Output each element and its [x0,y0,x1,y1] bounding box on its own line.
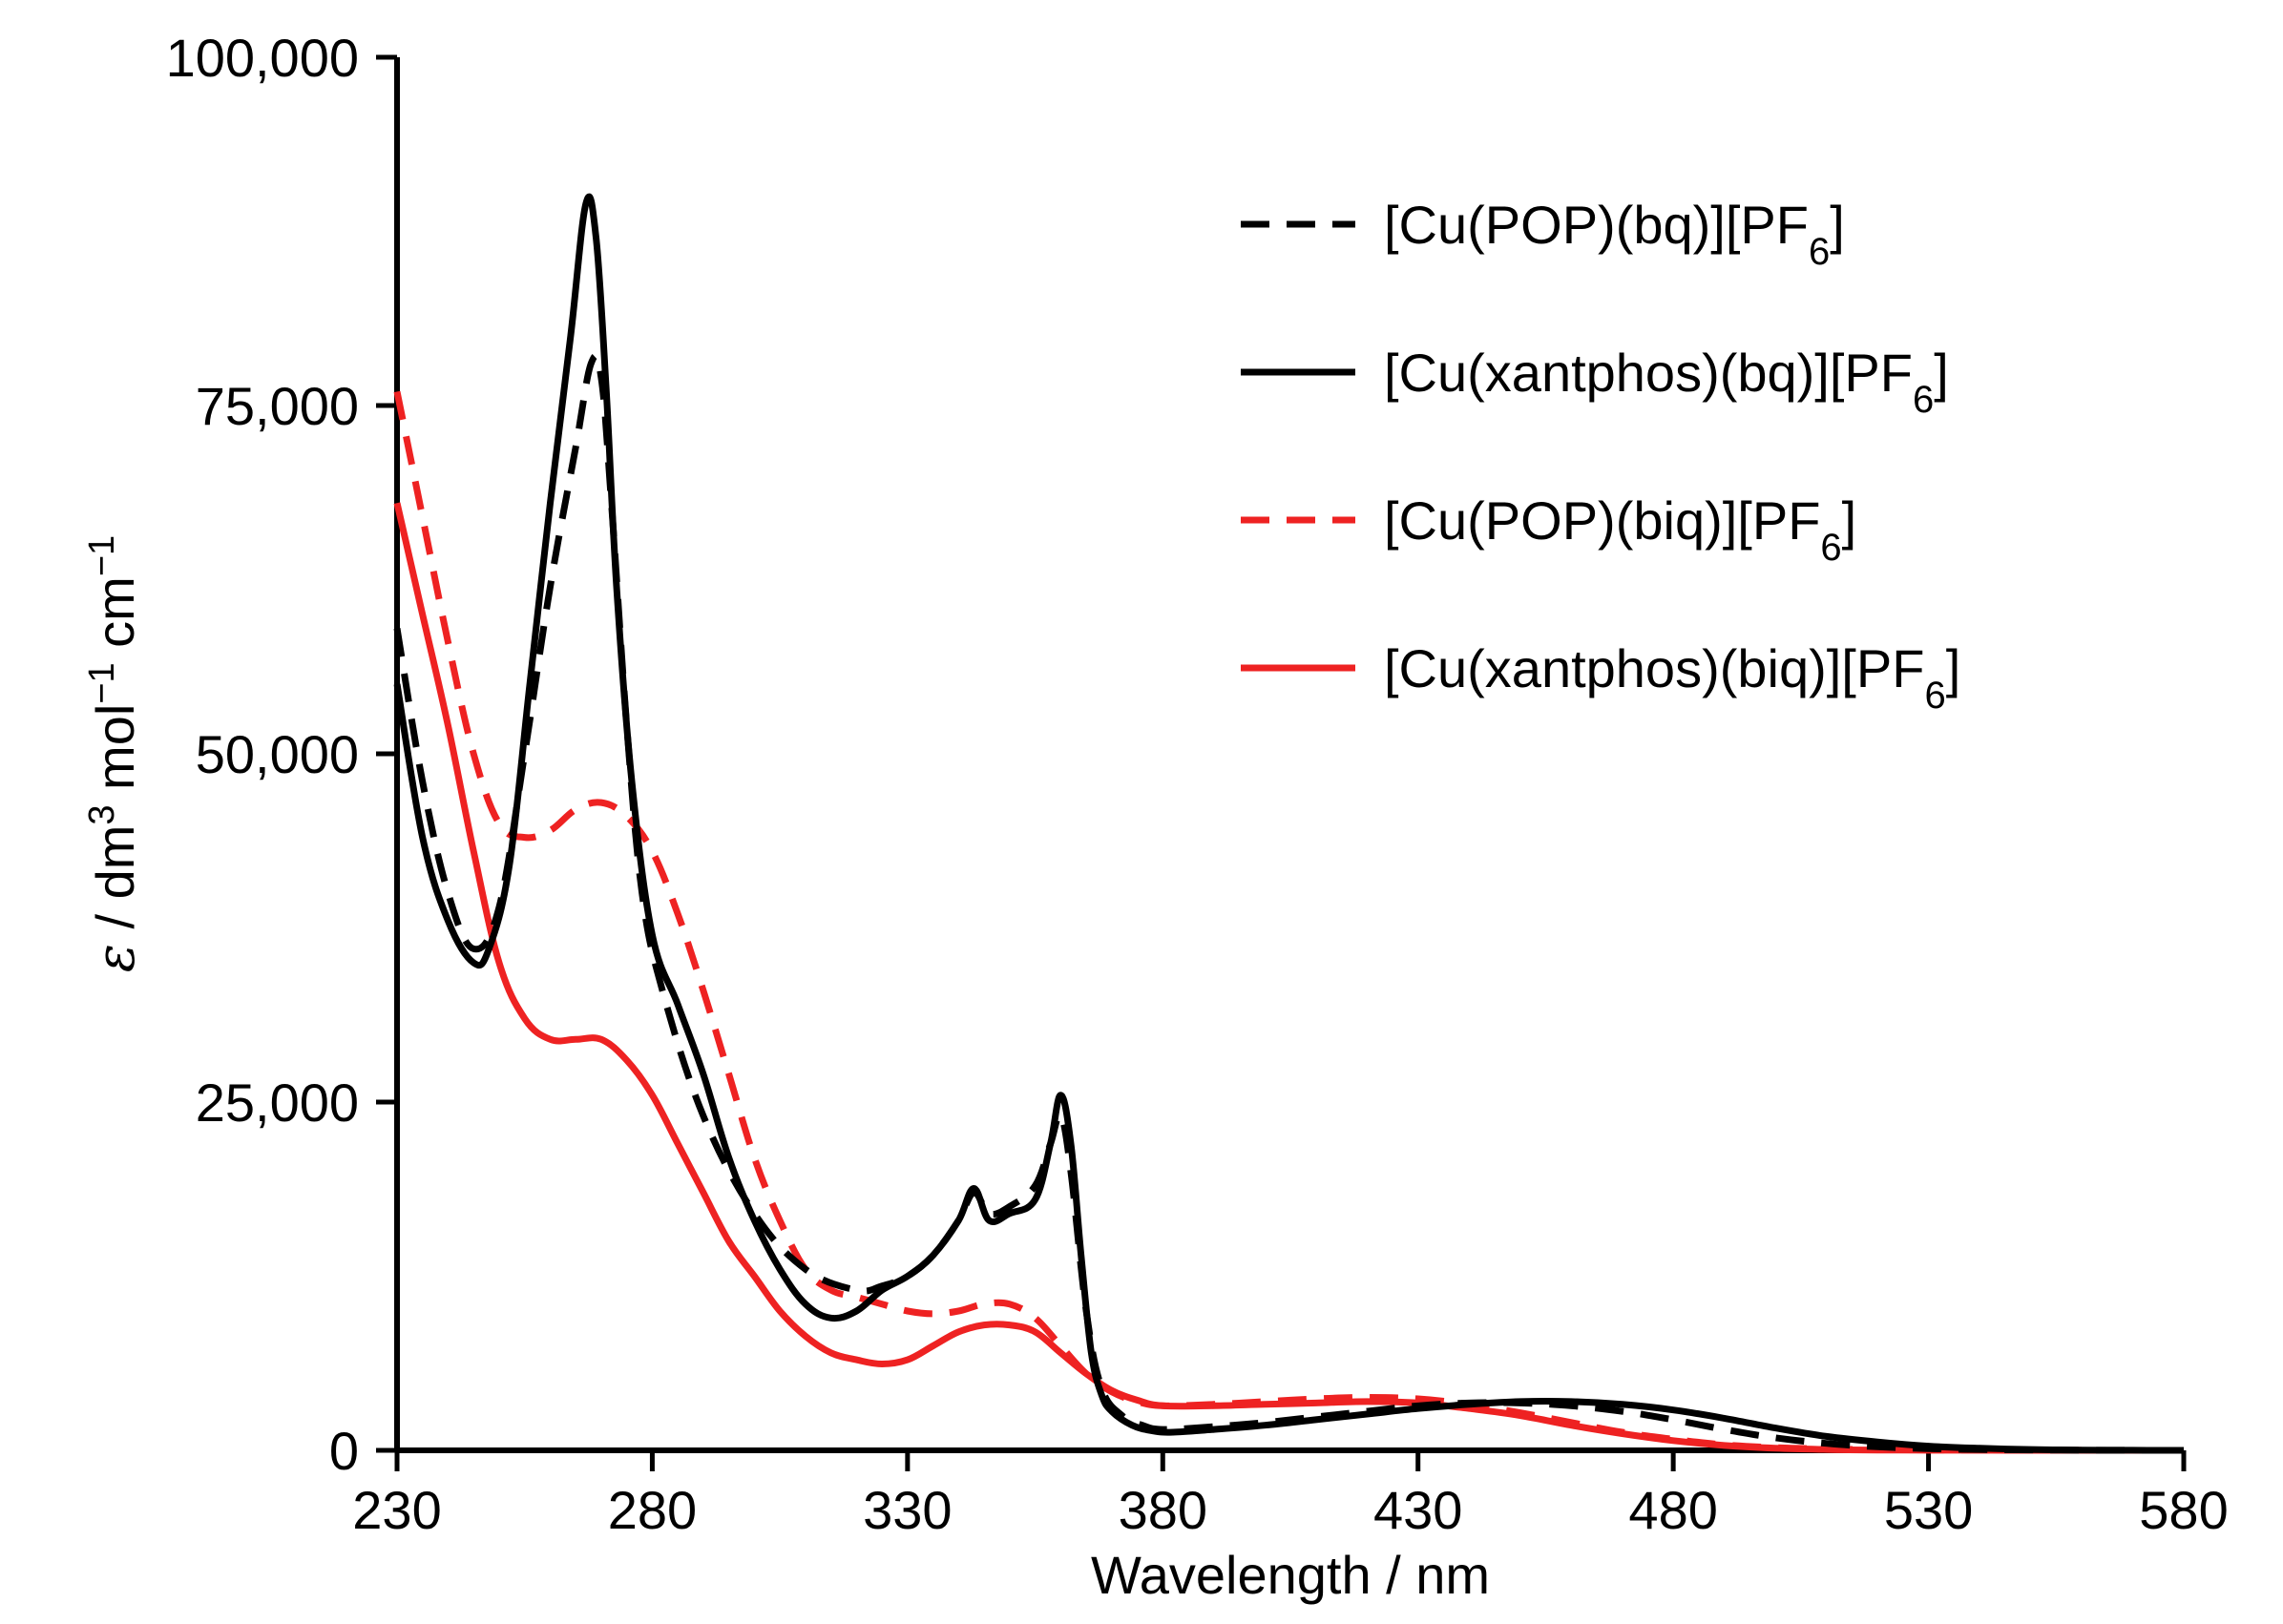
series-line-3 [393,390,2184,1454]
legend-label-4: [Cu(xantphos)(biq)][PF6] [1384,638,1960,717]
y-axis-ticks: 0 25,000 50,000 75,000 100,000 [166,28,397,1481]
x-tick-label: 530 [1884,1480,1973,1540]
legend: [Cu(POP)(bq)][PF6] [Cu(xantphos)(bq)][PF6… [1241,195,1960,717]
epsilon-symbol: ε [85,944,147,972]
y-tick-label: 25,000 [196,1072,359,1133]
x-axis-title: Wavelength / nm [1091,1545,1490,1605]
series-layer [393,193,2185,1454]
legend-label-1: [Cu(POP)(bq)][PF6] [1384,195,1845,273]
series-line-1 [393,352,2185,1454]
y-tick-label: 0 [329,1421,359,1481]
x-tick-label: 430 [1373,1480,1462,1540]
y-tick-label: 50,000 [196,724,359,784]
series-line-2 [393,193,2185,1454]
y-axis-title: ε / dm3 mol−1 cm−1 [82,535,147,972]
y-tick-label: 100,000 [166,28,359,88]
x-tick-label: 280 [608,1480,697,1540]
x-tick-label: 380 [1119,1480,1207,1540]
x-tick-label: 480 [1628,1480,1717,1540]
y-tick-label: 75,000 [196,376,359,436]
x-tick-label: 330 [863,1480,952,1540]
x-tick-label: 580 [2139,1480,2228,1540]
x-tick-label: 230 [352,1480,441,1540]
x-axis-ticks: 230 280 330 380 430 480 530 580 [352,1450,2229,1540]
legend-label-3: [Cu(POP)(biq)][PF6] [1384,490,1856,569]
legend-label-2: [Cu(xantphos)(bq)][PF6] [1384,343,1949,421]
